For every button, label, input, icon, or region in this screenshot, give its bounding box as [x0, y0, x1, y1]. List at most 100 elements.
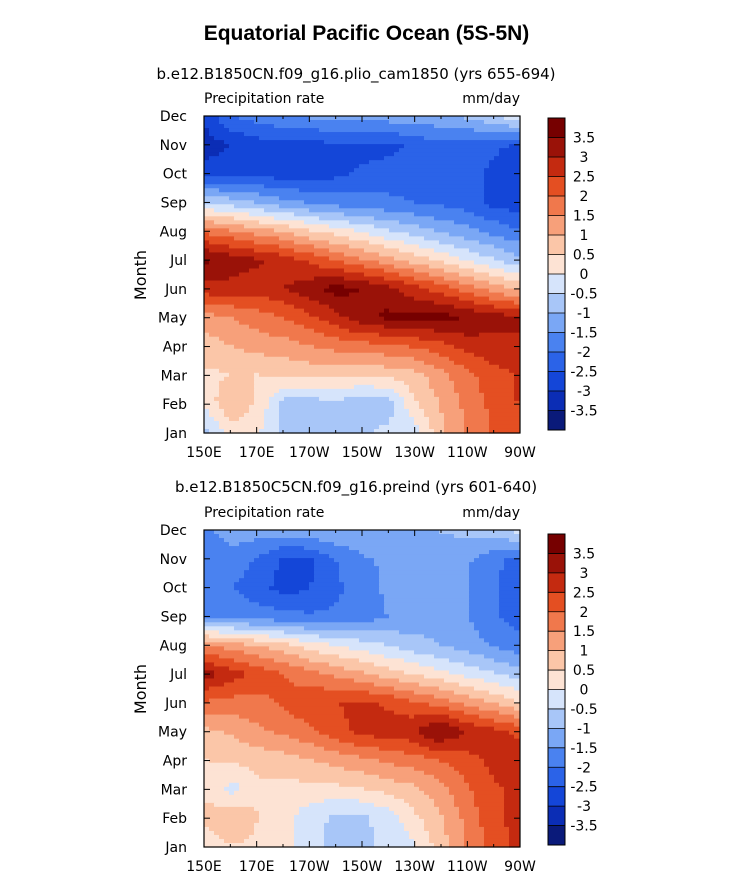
contour-cell — [204, 750, 285, 756]
contour-cell — [334, 232, 370, 237]
contour-cell — [334, 558, 375, 563]
contour-cell — [204, 570, 245, 575]
contour-cell — [454, 802, 475, 808]
y-axis-title: Month — [131, 664, 150, 714]
contour-cell — [499, 582, 520, 587]
contour-cell — [434, 248, 470, 254]
contour-cell — [344, 766, 415, 772]
contour-cell — [229, 276, 315, 282]
contour-cell — [204, 826, 210, 832]
colorbar-label: 1 — [580, 228, 589, 244]
contour-cell — [204, 618, 275, 623]
contour-cell — [499, 574, 520, 579]
contour-cell — [204, 662, 215, 668]
contour-cell — [319, 550, 360, 555]
contour-cell — [204, 336, 220, 342]
panel-preind: b.e12.B1850C5CN.f09_g16.preind (yrs 601-… — [131, 478, 598, 875]
contour-cell — [394, 412, 410, 418]
contour-cell — [324, 332, 380, 338]
colorbar-box — [548, 410, 565, 431]
colorbar-label: 2 — [580, 189, 589, 205]
contour-cell — [504, 566, 520, 571]
contour-cell — [354, 384, 375, 390]
contour-cell — [459, 316, 520, 322]
contour-cell — [454, 380, 480, 386]
contour-cell — [204, 364, 385, 370]
contour-cell — [204, 774, 260, 780]
contour-cell — [289, 356, 415, 362]
contour-cell — [324, 834, 375, 840]
contour-cell — [339, 738, 410, 744]
contour-cell — [204, 356, 290, 362]
contour-cell — [479, 240, 520, 245]
contour-cell — [204, 538, 225, 543]
contour-cell — [504, 284, 520, 290]
contour-cell — [424, 770, 460, 776]
contour-cell — [244, 642, 290, 647]
contour-cell — [284, 316, 320, 322]
contour-cell — [234, 216, 275, 221]
contour-cell — [414, 368, 445, 374]
contour-cell — [499, 782, 520, 788]
contour-cell — [274, 606, 330, 611]
colorbar-label: 0 — [580, 267, 589, 283]
contour-cell — [449, 722, 475, 728]
contour-cell — [299, 188, 485, 193]
contour-cell — [349, 328, 435, 334]
contour-cell — [314, 726, 350, 732]
contour-cell — [474, 352, 520, 358]
contour-cell — [444, 268, 475, 274]
contour-cell — [349, 172, 485, 177]
contour-cell — [219, 388, 255, 394]
contour-cell — [359, 320, 520, 326]
contour-cell — [429, 420, 445, 426]
contour-cell — [494, 774, 520, 780]
contour-cell — [204, 280, 295, 286]
contour-cell — [419, 424, 430, 430]
contour-cell — [374, 224, 420, 229]
contour-cell — [254, 806, 300, 812]
contour-cell — [389, 120, 485, 125]
contour-cell — [289, 642, 330, 647]
contour-cell — [369, 822, 405, 828]
contour-cell — [394, 388, 410, 394]
contour-cell — [459, 770, 490, 776]
contour-cell — [379, 582, 470, 587]
contour-cell — [354, 228, 390, 233]
contour-cell — [339, 598, 385, 603]
contour-cell — [314, 328, 350, 334]
contour-cell — [339, 336, 420, 342]
contour-cell — [204, 786, 225, 792]
contour-cell — [414, 356, 450, 362]
contour-cell — [334, 602, 385, 607]
contour-cell — [464, 424, 490, 430]
contour-cell — [279, 702, 340, 708]
contour-cell — [299, 292, 335, 298]
contour-cell — [464, 818, 480, 824]
contour-cell — [204, 384, 220, 390]
contour-cell — [314, 344, 410, 350]
x-tick-label: 110W — [447, 445, 488, 461]
contour-cell — [469, 368, 510, 374]
contour-cell — [384, 156, 495, 161]
contour-cell — [434, 216, 485, 221]
contour-cell — [274, 228, 310, 233]
contour-cell — [489, 428, 520, 434]
contour-cell — [304, 308, 335, 314]
contour-cell — [229, 416, 240, 422]
y-tick-label: Jul — [169, 667, 187, 683]
contour-cell — [204, 742, 250, 748]
contour-cell — [204, 372, 230, 378]
contour-cell — [444, 260, 475, 266]
contour-cell — [454, 244, 495, 250]
contour-cell — [279, 428, 375, 434]
contour-cell — [244, 574, 275, 579]
contour-cell — [204, 650, 245, 655]
contour-cell — [489, 416, 520, 422]
contour-cell — [299, 778, 395, 784]
contour-cell — [369, 690, 415, 696]
contour-cell — [439, 758, 485, 764]
contour-cell — [254, 372, 260, 378]
contour-cell — [224, 786, 240, 792]
contour-cell — [414, 416, 430, 422]
